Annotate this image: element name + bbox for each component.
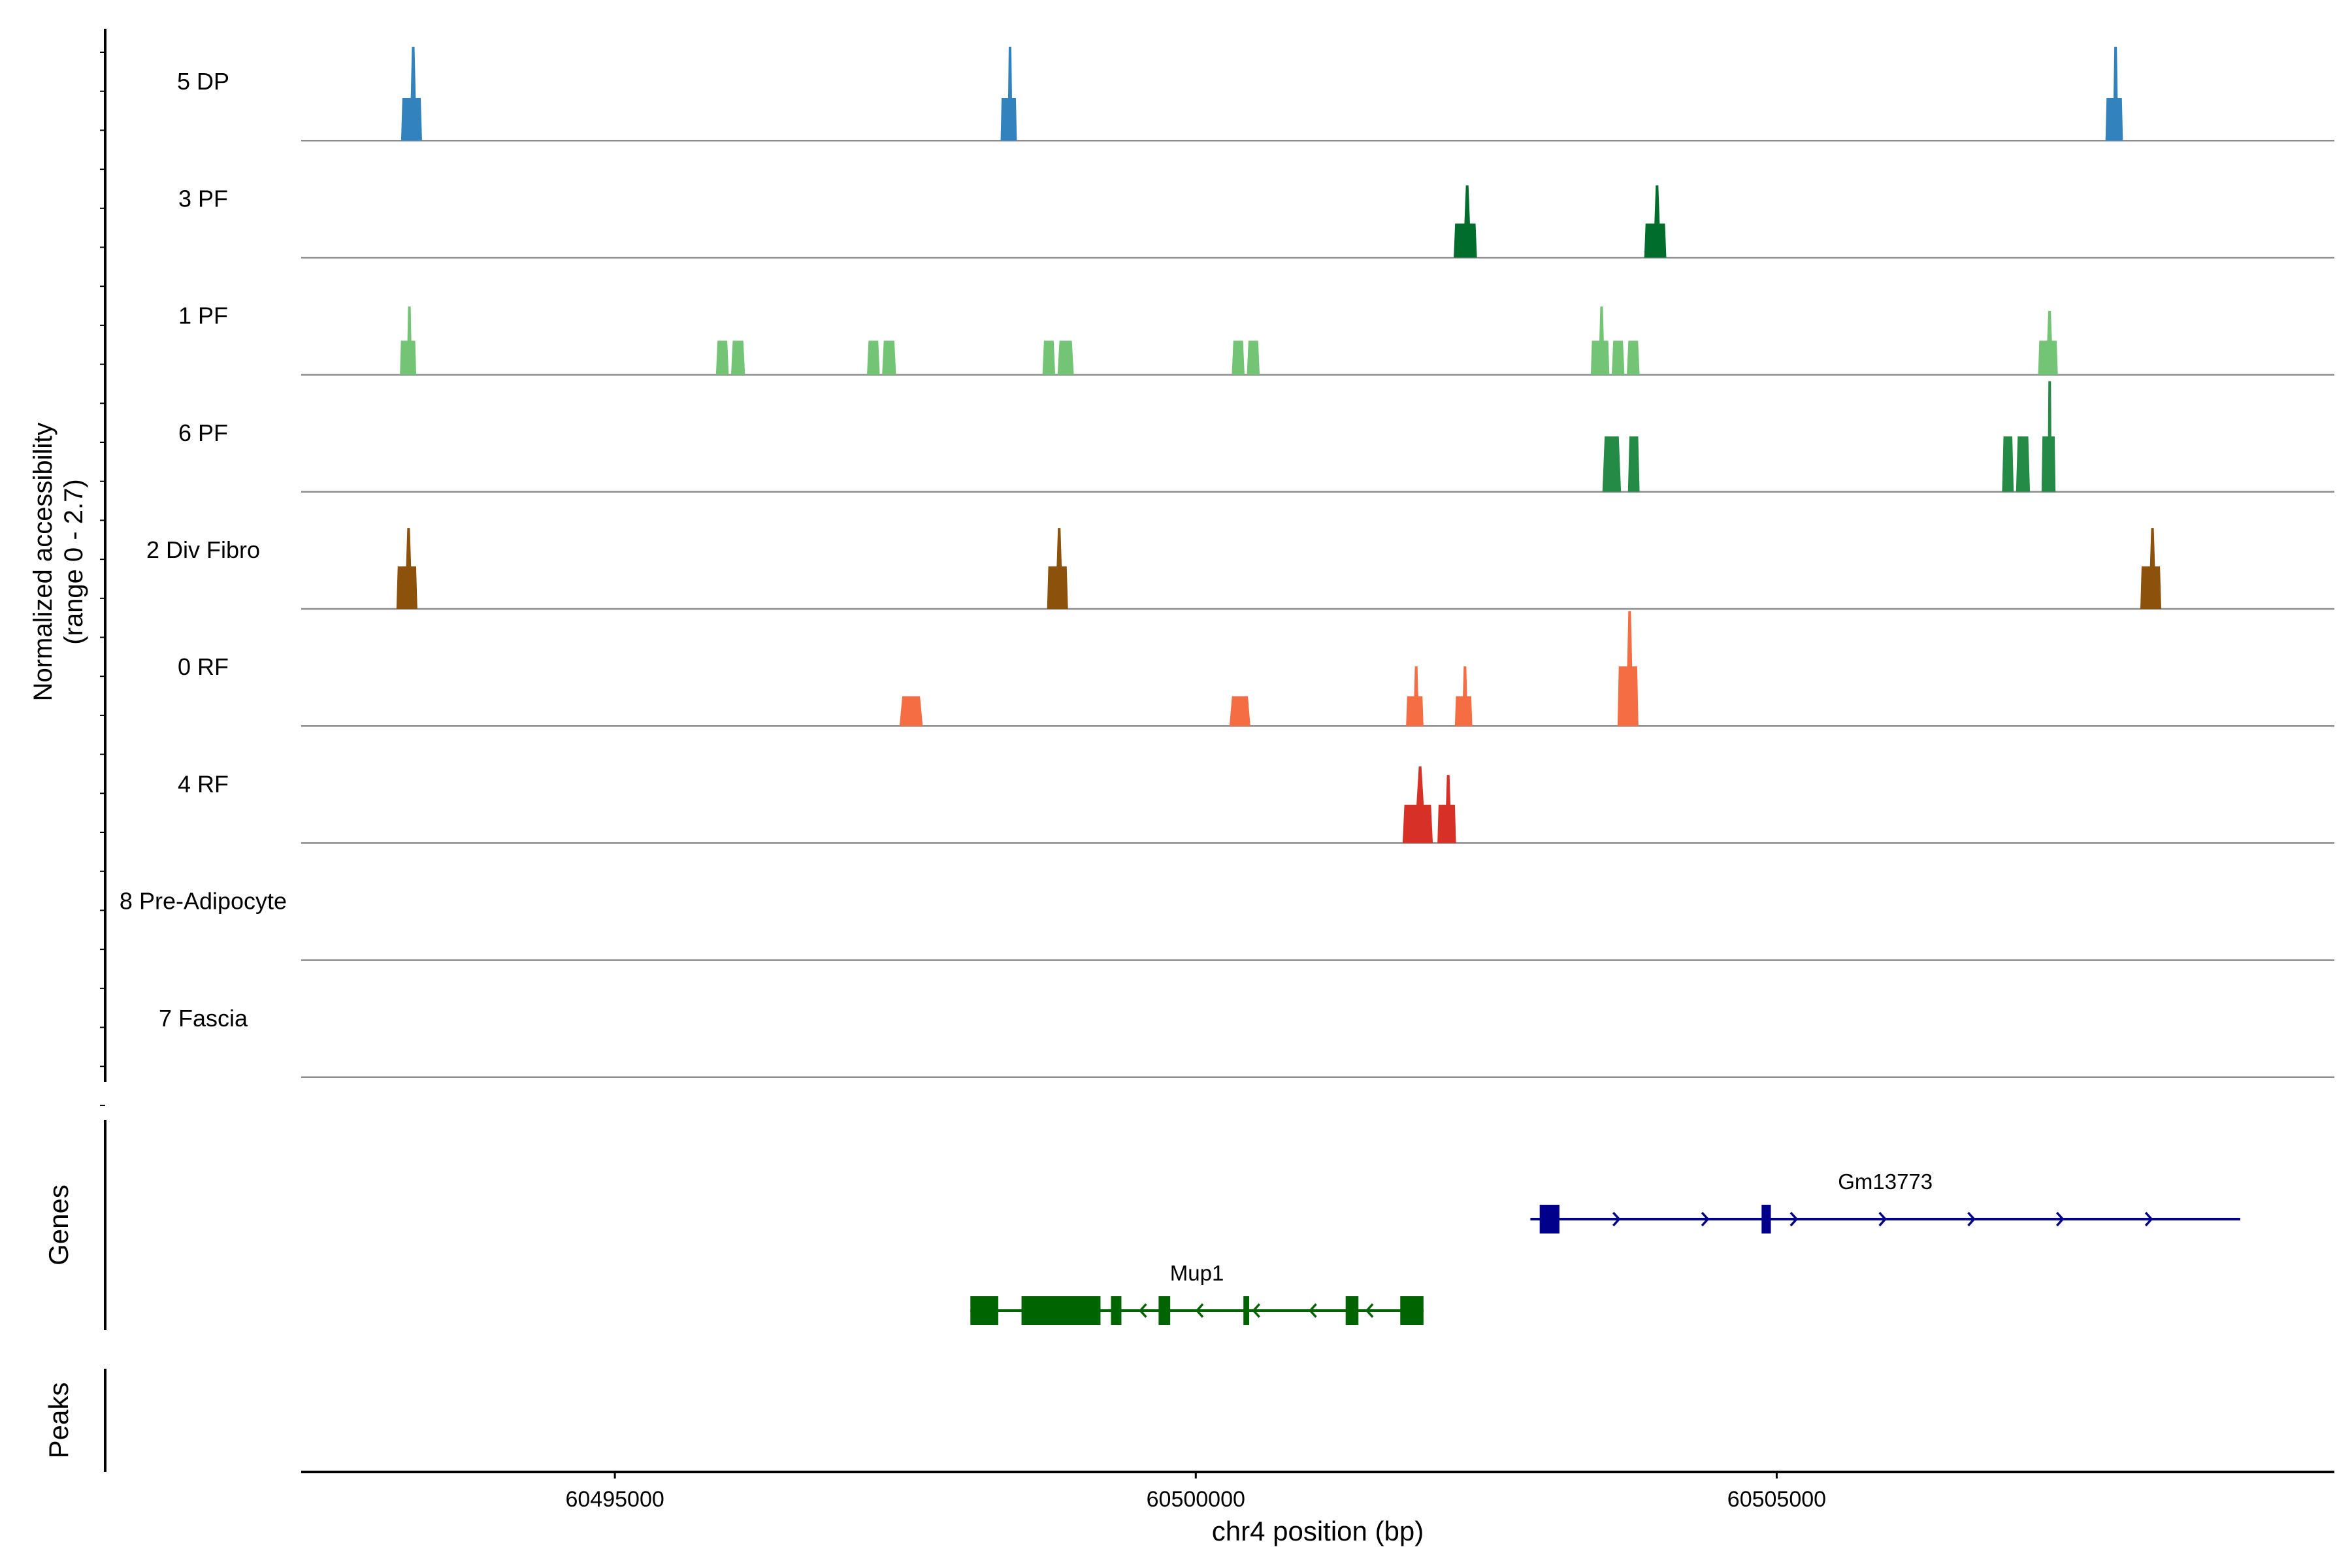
x-axis: 60495000 60500000 60505000 <box>301 1471 2334 1512</box>
peaks-panel-label: Peaks <box>43 1382 74 1459</box>
gene: Gm13773 <box>1530 1169 2240 1233</box>
coverage-peak <box>730 340 745 375</box>
track: 1 PF <box>178 302 2334 376</box>
gene-exon <box>1400 1296 1424 1325</box>
coverage-peak <box>1437 775 1456 843</box>
coverage-peak <box>400 306 417 375</box>
y-axis <box>100 29 106 1106</box>
strand-arrow <box>1252 1303 1261 1318</box>
gene: Mup1 <box>970 1261 1424 1325</box>
coverage-peak <box>899 696 923 727</box>
track-label: 0 RF <box>178 653 229 680</box>
coverage-peak <box>1042 340 1056 375</box>
track: 3 PF <box>178 185 2334 259</box>
coverage-peak <box>2038 310 2058 375</box>
x-axis-label: chr4 position (bp) <box>1212 1516 1424 1546</box>
coverage-peak <box>400 46 422 141</box>
coverage-peak <box>882 340 896 375</box>
coverage-peak <box>1602 436 1622 492</box>
strand-arrow <box>1365 1303 1374 1318</box>
gene-exon <box>970 1296 998 1325</box>
coverage-peak <box>2002 436 2014 492</box>
coverage-peak <box>1454 666 1473 727</box>
gene-exon <box>1539 1205 1560 1233</box>
coverage-peak <box>1247 340 1260 375</box>
coverage-peak <box>1057 340 1074 375</box>
track-label: 3 PF <box>178 185 228 212</box>
coverage-peak <box>1047 528 1068 609</box>
coverage-peak <box>2105 46 2123 141</box>
gene-exon <box>1761 1205 1771 1233</box>
coverage-peak <box>1229 696 1250 727</box>
coverage-peak <box>2016 436 2031 492</box>
track-label: 6 PF <box>178 419 228 446</box>
track-label: 4 RF <box>178 770 229 797</box>
track-label: 5 DP <box>177 68 229 95</box>
strand-arrow <box>1612 1211 1621 1227</box>
strand-arrow <box>1967 1211 1976 1227</box>
genes-panel: Genes Mup1 Gm13773 <box>43 1120 2240 1330</box>
coverage-tracks: 5 DP 3 PF 1 PF 6 PF 2 Div Fibro 0 RF 4 RF 8 Pre… <box>120 46 2334 1079</box>
strand-arrow <box>1701 1211 1710 1227</box>
coverage-peak <box>1232 340 1245 375</box>
coverage-peak <box>2041 381 2056 492</box>
coverage-peak <box>1590 306 1610 375</box>
track: 4 RF <box>178 766 2334 844</box>
genes-panel-label: Genes <box>43 1184 74 1266</box>
strand-arrow <box>2056 1211 2065 1227</box>
track: 8 Pre-Adipocyte <box>120 888 2334 961</box>
track-label: 8 Pre-Adipocyte <box>120 888 287 915</box>
strand-arrow <box>1309 1303 1317 1318</box>
coverage-peak <box>1000 46 1017 141</box>
strand-arrow <box>2144 1211 2153 1227</box>
y-axis-label: Normalized accessibility <box>29 423 57 702</box>
coverage-peak <box>1406 666 1424 727</box>
coverage-peak <box>2140 528 2162 609</box>
strand-arrow <box>1195 1303 1204 1318</box>
track: 6 PF <box>178 381 2334 493</box>
coverage-peak <box>867 340 880 375</box>
track-label: 2 Div Fibro <box>146 536 260 563</box>
x-tick-label: 60495000 <box>565 1487 664 1512</box>
coverage-peak <box>1402 766 1433 843</box>
coverage-peak <box>1611 340 1625 375</box>
gene-exon <box>1243 1296 1250 1325</box>
gene-exon <box>1021 1296 1101 1325</box>
strand-arrow <box>1878 1211 1887 1227</box>
x-tick-label: 60505000 <box>1727 1487 1826 1512</box>
strand-arrow <box>1789 1211 1799 1227</box>
coverage-peak <box>1627 340 1640 375</box>
coverage-peak <box>1454 185 1477 258</box>
track: 5 DP <box>177 46 2334 142</box>
y-axis-label-range: (range 0 - 2.7) <box>59 479 88 644</box>
track: 7 Fascia <box>159 1005 2334 1079</box>
peaks-panel: Peaks <box>43 1369 106 1472</box>
track: 0 RF <box>178 611 2334 727</box>
gene-exon <box>1158 1296 1171 1325</box>
track: 2 Div Fibro <box>146 528 2334 610</box>
coverage-peak <box>1627 436 1640 492</box>
coverage-peak <box>1644 185 1667 258</box>
gene-exon <box>1345 1296 1359 1325</box>
coverage-peak <box>1617 611 1639 727</box>
track-label: 7 Fascia <box>159 1005 248 1032</box>
coverage-peak <box>715 340 729 375</box>
gene-name-label: Gm13773 <box>1838 1169 1933 1194</box>
track-label: 1 PF <box>178 302 228 329</box>
strand-arrow <box>1139 1303 1147 1318</box>
x-tick-label: 60500000 <box>1147 1487 1245 1512</box>
gene-name-label: Mup1 <box>1170 1261 1224 1285</box>
gene-exon <box>1111 1296 1122 1325</box>
coverage-peak <box>396 528 417 609</box>
